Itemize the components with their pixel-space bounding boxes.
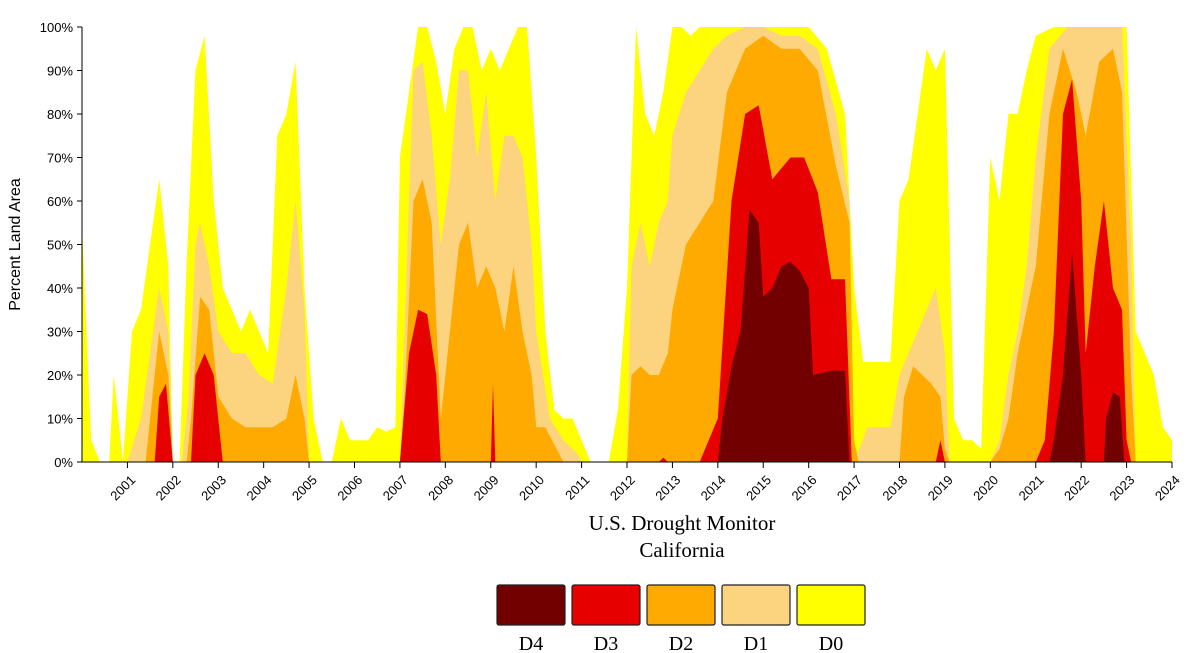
x-tick-label: 2007 [380, 472, 411, 503]
chart-title-line-1: U.S. Drought Monitor [589, 511, 776, 535]
x-tick-label: 2005 [289, 472, 320, 503]
x-ticks: 2001 2002 2003 2004 2005 2006 2007 2008 2009 2010… [107, 462, 1183, 503]
y-tick-label: 30% [47, 325, 73, 340]
x-tick-label: 2010 [516, 472, 547, 503]
legend-label-d3: D3 [594, 633, 618, 653]
x-tick-label: 2002 [153, 472, 184, 503]
y-tick-label: 90% [47, 64, 73, 79]
y-ticks: 0% 10% 20% 30% 40% 50% 60% 70% 80% 90% 100% [40, 20, 82, 470]
x-tick-label: 2004 [244, 472, 275, 503]
x-tick-label: 2017 [834, 472, 865, 503]
legend-swatch-d0 [796, 584, 866, 626]
y-tick-label: 20% [47, 368, 73, 383]
legend-label-d2: D2 [669, 633, 693, 653]
area-series-d4 [82, 209, 1172, 462]
x-tick-label: 2013 [652, 472, 683, 503]
legend-swatch-d1 [721, 584, 791, 626]
area-series-d0 [82, 27, 1172, 462]
x-tick-label: 2014 [698, 472, 729, 503]
chart-title-line-2: California [639, 538, 725, 562]
y-tick-label: 80% [47, 107, 73, 122]
y-axis-title: Percent Land Area [7, 178, 24, 311]
legend-swatch-d2 [646, 584, 716, 626]
x-tick-label: 2024 [1152, 472, 1183, 503]
legend-swatch-d3 [571, 584, 641, 626]
y-tick-label: 10% [47, 412, 73, 427]
y-tick-label: 50% [47, 238, 73, 253]
x-tick-label: 2009 [471, 472, 502, 503]
x-tick-label: 2022 [1061, 472, 1092, 503]
legend-label-d1: D1 [744, 633, 768, 653]
x-tick-label: 2021 [1016, 472, 1047, 503]
x-tick-label: 2006 [334, 472, 365, 503]
x-tick-label: 2015 [743, 472, 774, 503]
x-tick-label: 2008 [425, 472, 456, 503]
legend-label-d4: D4 [519, 633, 543, 653]
x-tick-label: 2020 [970, 472, 1001, 503]
legend-label-d0: D0 [819, 633, 843, 653]
x-tick-label: 2012 [607, 472, 638, 503]
x-tick-label: 2019 [925, 472, 956, 503]
legend-swatch-d4 [496, 584, 566, 626]
y-tick-label: 60% [47, 194, 73, 209]
y-tick-label: 0% [54, 455, 73, 470]
legend: D4 D3 D2 D1 D0 [496, 584, 866, 653]
x-tick-label: 2001 [107, 472, 138, 503]
x-tick-label: 2018 [879, 472, 910, 503]
series-layer [82, 27, 1172, 462]
x-tick-label: 2016 [789, 472, 820, 503]
x-tick-label: 2003 [198, 472, 229, 503]
y-tick-label: 100% [40, 20, 74, 35]
y-tick-label: 40% [47, 281, 73, 296]
y-tick-label: 70% [47, 151, 73, 166]
x-tick-label: 2023 [1106, 472, 1137, 503]
x-tick-label: 2011 [562, 472, 592, 502]
